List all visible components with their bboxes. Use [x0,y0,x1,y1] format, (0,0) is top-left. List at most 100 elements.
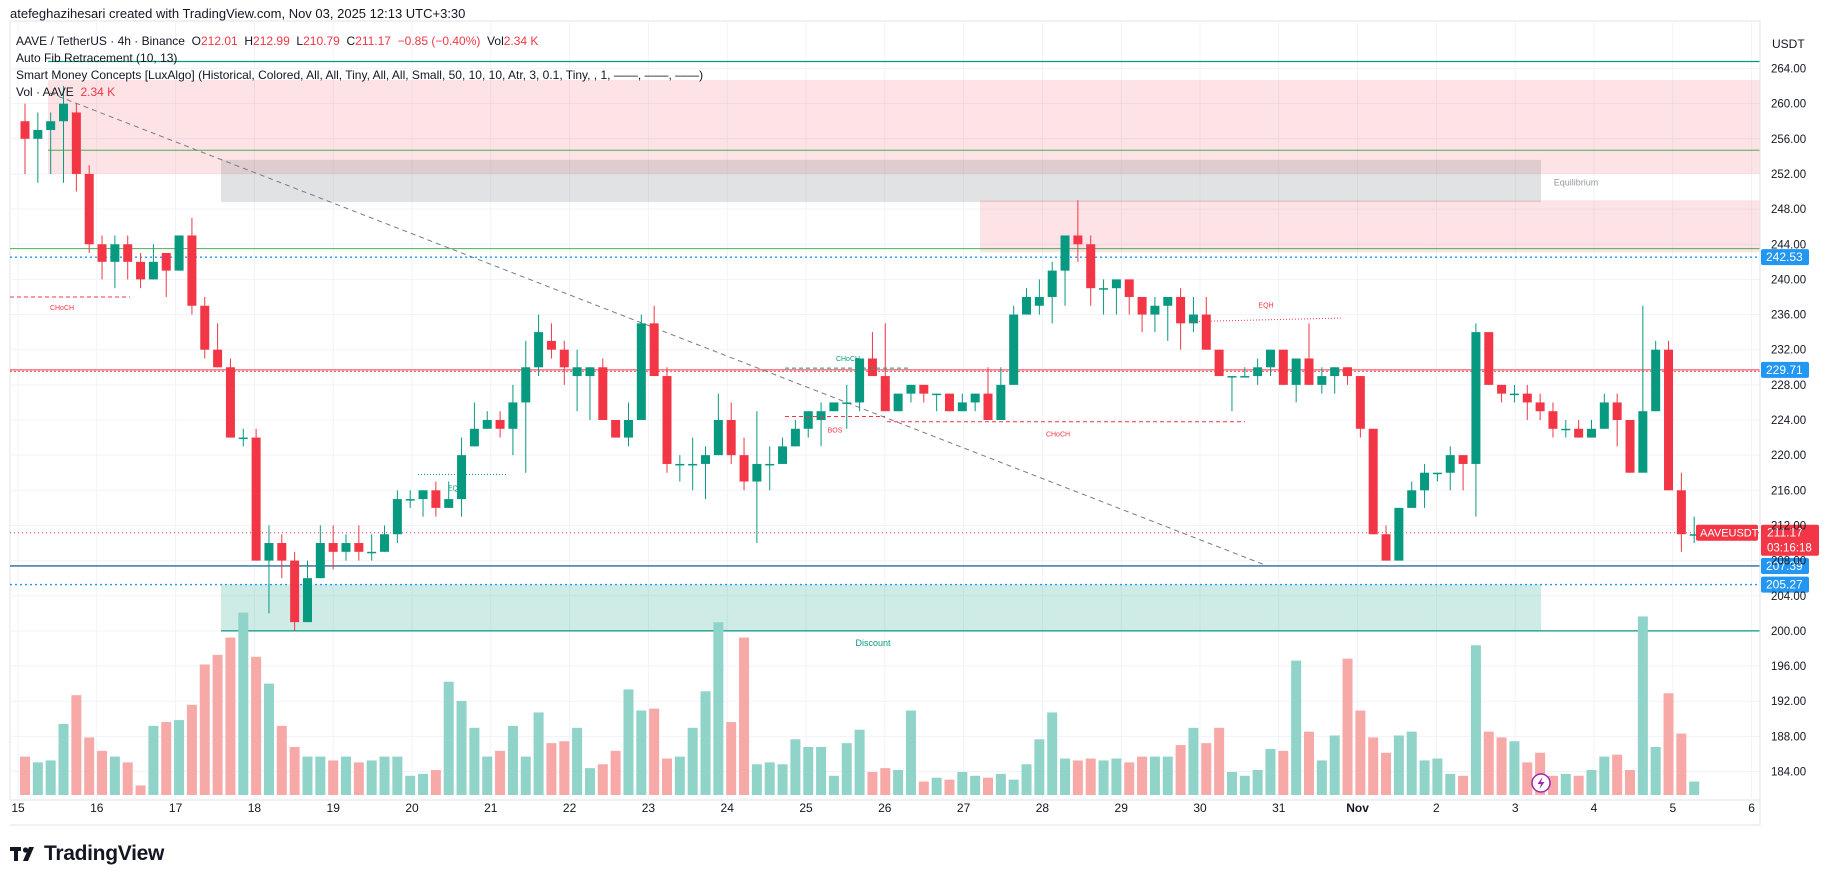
candle-body[interactable] [1343,367,1353,377]
candle-body[interactable] [572,367,582,377]
candle-body[interactable] [354,543,364,552]
candle-body[interactable] [392,499,402,535]
candle-body[interactable] [1407,490,1417,508]
candle-body[interactable] [778,446,788,464]
candle-body[interactable] [1060,235,1070,271]
candle-body[interactable] [675,463,685,466]
candle-body[interactable] [469,428,479,447]
candle-body[interactable] [290,560,300,623]
candle-body[interactable] [829,402,839,412]
candle-body[interactable] [701,455,711,464]
candle-body[interactable] [1163,296,1173,306]
candle-body[interactable] [867,358,877,377]
candle-body[interactable] [765,463,775,466]
candle-body[interactable] [649,323,659,377]
candle-body[interactable] [1111,279,1121,289]
candle-body[interactable] [611,420,621,438]
candle-body[interactable] [739,455,749,482]
candle-body[interactable] [238,437,248,440]
candle-body[interactable] [521,367,531,403]
indicator-volume[interactable]: Vol · AAVE 2.34 K [16,84,703,101]
candle-body[interactable] [585,367,595,377]
candle-body[interactable] [1176,296,1186,324]
indicator-fib[interactable]: Auto Fib Retracement (10, 13) [16,51,178,65]
candle-body[interactable] [1317,376,1327,385]
candle-body[interactable] [1009,314,1019,385]
candle-body[interactable] [790,428,800,447]
candle-body[interactable] [623,420,633,438]
candle-body[interactable] [842,402,852,404]
candle-body[interactable] [341,543,351,552]
candle-body[interactable] [71,112,81,174]
candle-body[interactable] [546,340,556,350]
candle-body[interactable] [1304,358,1314,385]
candle-body[interactable] [534,332,544,368]
candle-body[interactable] [187,235,197,306]
candle-body[interactable] [315,543,325,579]
candle-body[interactable] [1124,279,1134,297]
candle-body[interactable] [1355,376,1365,429]
candle-body[interactable] [225,367,235,438]
candle-body[interactable] [1368,428,1378,535]
candle-body[interactable] [1086,244,1096,289]
candle-body[interactable] [1561,428,1571,431]
candle-body[interactable] [1599,402,1609,429]
candle-body[interactable] [1201,314,1211,350]
candle-body[interactable] [944,393,954,412]
candle-body[interactable] [803,411,813,429]
candle-body[interactable] [1484,332,1494,385]
candle-body[interactable] [996,384,1006,420]
candle-body[interactable] [1432,472,1442,475]
candle-body[interactable] [1034,296,1044,306]
candle-body[interactable] [1099,288,1109,290]
candle-body[interactable] [1612,402,1622,420]
candle-body[interactable] [1651,349,1661,412]
candle-body[interactable] [1073,235,1083,245]
candle-body[interactable] [726,420,736,456]
candle-body[interactable] [495,420,505,429]
candle-body[interactable] [1330,367,1340,377]
candle-body[interactable] [110,244,120,262]
lightning-icon[interactable] [1531,773,1551,793]
candle-body[interactable] [752,463,762,482]
candle-body[interactable] [598,367,608,420]
candle-body[interactable] [1137,296,1147,315]
candle-body[interactable] [1291,358,1301,385]
candle-body[interactable] [97,244,107,262]
indicator-smc[interactable]: Smart Money Concepts [LuxAlgo] (Historic… [16,68,704,82]
candle-body[interactable] [508,402,518,429]
candle-body[interactable] [482,420,492,429]
candle-body[interactable] [251,437,261,561]
candle-body[interactable] [84,173,94,245]
candle-body[interactable] [1458,455,1468,464]
candle-body[interactable] [983,393,993,420]
candle-body[interactable] [662,376,672,464]
candle-body[interactable] [880,376,890,412]
candle-body[interactable] [1253,367,1263,377]
candle-body[interactable] [559,349,569,368]
candle-body[interactable] [906,384,916,394]
candle-body[interactable] [20,121,30,139]
candle-body[interactable] [1381,534,1391,561]
candle-body[interactable] [302,578,312,623]
candle-body[interactable] [1689,534,1699,536]
candle-body[interactable] [1214,349,1224,377]
candle-body[interactable] [33,130,43,139]
candle-body[interactable] [1394,507,1404,561]
candle-body[interactable] [1278,349,1288,385]
candle-body[interactable] [59,103,69,122]
candle-body[interactable] [380,534,390,552]
candle-body[interactable] [444,499,454,508]
candle-body[interactable] [1574,428,1584,438]
candle-body[interactable] [957,402,967,412]
candle-body[interactable] [1522,393,1532,403]
candle-body[interactable] [123,244,133,262]
candle-body[interactable] [932,393,942,396]
candle-body[interactable] [1548,411,1558,429]
candle-body[interactable] [893,393,903,412]
candle-body[interactable] [148,261,158,280]
candle-body[interactable] [713,420,723,456]
candle-body[interactable] [1047,270,1057,297]
currency-label[interactable]: USDT [1772,37,1805,51]
